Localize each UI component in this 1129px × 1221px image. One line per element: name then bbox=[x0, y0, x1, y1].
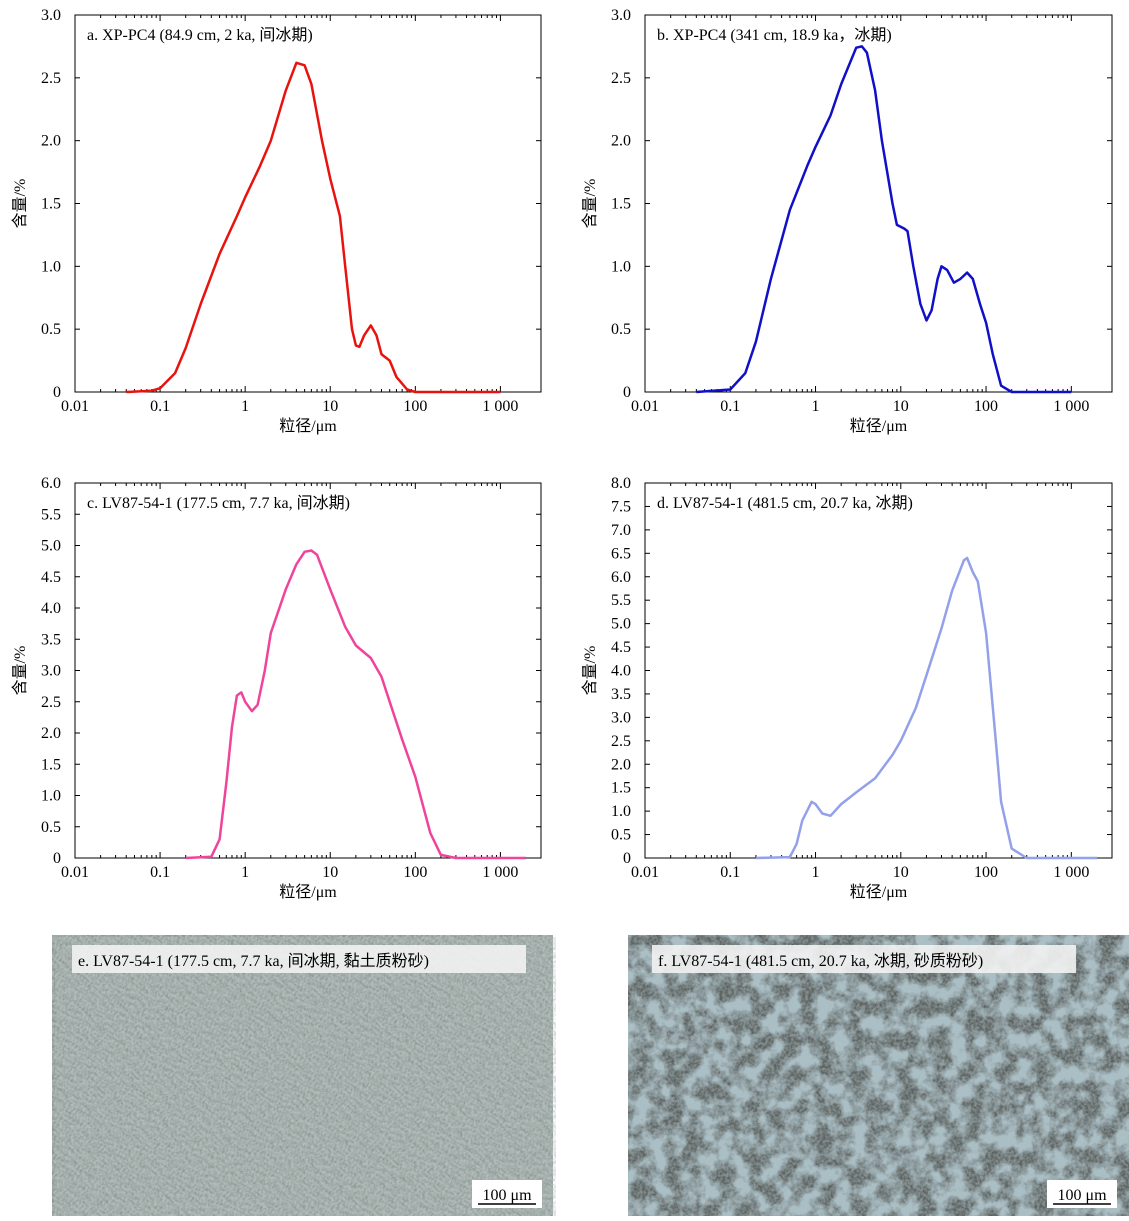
x-tick-label: 0.1 bbox=[150, 398, 170, 415]
data-line bbox=[696, 45, 1072, 394]
x-tick-label: 0.01 bbox=[61, 864, 89, 881]
y-tick-label: 0 bbox=[623, 384, 631, 401]
y-tick-label: 5.5 bbox=[611, 592, 631, 609]
image-caption: f. LV87-54-1 (481.5 cm, 20.7 ka, 冰期, 砂质粉… bbox=[658, 952, 983, 970]
y-tick-label: 1.5 bbox=[41, 196, 61, 213]
y-tick-label: 5.0 bbox=[611, 616, 631, 633]
y-tick-label: 0 bbox=[53, 384, 61, 401]
x-tick-label: 0.1 bbox=[720, 864, 740, 881]
y-tick-label: 1.0 bbox=[611, 803, 631, 820]
x-tick-label: 100 bbox=[974, 864, 998, 881]
y-tick-label: 3.0 bbox=[611, 7, 631, 24]
x-axis-label: 粒径/μm bbox=[850, 883, 908, 901]
y-tick-label: 2.0 bbox=[611, 133, 631, 150]
chart-title: b. XP-PC4 (341 cm, 18.9 ka，冰期) bbox=[657, 26, 892, 44]
y-tick-label: 2.0 bbox=[41, 133, 61, 150]
x-tick-label: 0.01 bbox=[61, 398, 89, 415]
x-tick-label: 1 000 bbox=[482, 398, 518, 415]
x-tick-label: 1 000 bbox=[1053, 398, 1089, 415]
x-axis-label: 粒径/μm bbox=[279, 883, 337, 901]
scale-bar-label: 100 μm bbox=[1057, 1187, 1107, 1204]
y-tick-label: 8.0 bbox=[611, 475, 631, 492]
y-tick-label: 7.0 bbox=[611, 522, 631, 539]
x-tick-label: 1 bbox=[241, 864, 249, 881]
y-axis-label: 含量/% bbox=[11, 179, 29, 229]
y-tick-label: 4.0 bbox=[41, 600, 61, 617]
image-caption: e. LV87-54-1 (177.5 cm, 7.7 ka, 间冰期, 黏土质… bbox=[78, 952, 429, 970]
x-tick-label: 0.01 bbox=[631, 398, 659, 415]
y-tick-label: 5.0 bbox=[41, 538, 61, 555]
y-tick-label: 6.5 bbox=[611, 545, 631, 562]
x-axis-label: 粒径/μm bbox=[279, 417, 337, 435]
plot-frame bbox=[644, 482, 1113, 859]
data-line bbox=[755, 556, 1097, 860]
y-tick-label: 2.0 bbox=[611, 756, 631, 773]
x-tick-label: 10 bbox=[322, 398, 338, 415]
x-tick-label: 10 bbox=[322, 864, 338, 881]
y-tick-label: 1.0 bbox=[41, 258, 61, 275]
chart-title: d. LV87-54-1 (481.5 cm, 20.7 ka, 冰期) bbox=[657, 494, 913, 512]
data-line bbox=[185, 549, 526, 860]
x-tick-label: 100 bbox=[403, 398, 427, 415]
y-tick-label: 1.5 bbox=[611, 780, 631, 797]
y-tick-label: 0.5 bbox=[611, 827, 631, 844]
chart-title: c. LV87-54-1 (177.5 cm, 7.7 ka, 间冰期) bbox=[87, 494, 350, 512]
y-axis-label: 含量/% bbox=[581, 646, 599, 696]
y-tick-label: 0.5 bbox=[41, 819, 61, 836]
x-tick-label: 1 bbox=[241, 398, 249, 415]
x-tick-label: 0.1 bbox=[720, 398, 740, 415]
y-tick-label: 6.0 bbox=[41, 475, 61, 492]
y-tick-label: 3.5 bbox=[41, 631, 61, 648]
x-tick-label: 1 bbox=[812, 398, 820, 415]
y-tick-label: 1.5 bbox=[611, 196, 631, 213]
x-tick-label: 100 bbox=[403, 864, 427, 881]
scale-bar-label: 100 μm bbox=[482, 1187, 532, 1204]
plot-frame bbox=[644, 14, 1113, 393]
micrograph-f: f. LV87-54-1 (481.5 cm, 20.7 ka, 冰期, 砂质粉… bbox=[628, 935, 1129, 1216]
y-tick-label: 0.5 bbox=[611, 321, 631, 338]
y-tick-label: 3.5 bbox=[611, 686, 631, 703]
y-tick-label: 6.0 bbox=[611, 569, 631, 586]
x-axis-label: 粒径/μm bbox=[850, 417, 908, 435]
y-tick-label: 1.5 bbox=[41, 756, 61, 773]
y-tick-label: 3.0 bbox=[41, 663, 61, 680]
y-tick-label: 4.5 bbox=[611, 639, 631, 656]
y-tick-label: 0 bbox=[623, 850, 631, 867]
y-tick-label: 0 bbox=[53, 850, 61, 867]
y-axis-label: 含量/% bbox=[11, 646, 29, 696]
chart-title: a. XP-PC4 (84.9 cm, 2 ka, 间冰期) bbox=[87, 26, 313, 44]
y-tick-label: 2.5 bbox=[611, 70, 631, 87]
y-tick-label: 4.0 bbox=[611, 663, 631, 680]
y-tick-label: 2.5 bbox=[611, 733, 631, 750]
y-tick-label: 1.0 bbox=[611, 258, 631, 275]
y-tick-label: 7.5 bbox=[611, 498, 631, 515]
plot-frame bbox=[74, 482, 542, 859]
y-axis-label: 含量/% bbox=[581, 179, 599, 229]
x-tick-label: 0.01 bbox=[631, 864, 659, 881]
y-tick-label: 5.5 bbox=[41, 506, 61, 523]
y-tick-label: 3.0 bbox=[41, 7, 61, 24]
data-line bbox=[126, 61, 501, 394]
y-tick-label: 1.0 bbox=[41, 788, 61, 805]
x-tick-label: 1 bbox=[812, 864, 820, 881]
x-tick-label: 0.1 bbox=[150, 864, 170, 881]
y-tick-label: 3.0 bbox=[611, 709, 631, 726]
x-tick-label: 10 bbox=[893, 864, 909, 881]
x-tick-label: 1 000 bbox=[482, 864, 518, 881]
y-tick-label: 2.5 bbox=[41, 70, 61, 87]
x-tick-label: 10 bbox=[893, 398, 909, 415]
y-tick-label: 2.0 bbox=[41, 725, 61, 742]
x-tick-label: 1 000 bbox=[1053, 864, 1089, 881]
x-tick-label: 100 bbox=[974, 398, 998, 415]
y-tick-label: 4.5 bbox=[41, 569, 61, 586]
y-tick-label: 0.5 bbox=[41, 321, 61, 338]
y-tick-label: 2.5 bbox=[41, 694, 61, 711]
micrograph-e: e. LV87-54-1 (177.5 cm, 7.7 ka, 间冰期, 黏土质… bbox=[52, 935, 556, 1218]
